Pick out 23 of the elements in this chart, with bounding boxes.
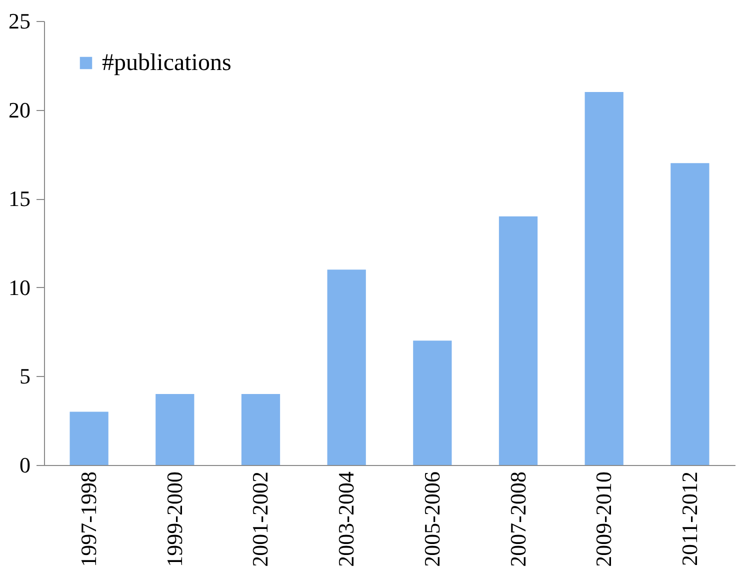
bar (498, 216, 538, 465)
bar (584, 92, 624, 465)
y-tick-label: 20 (8, 97, 30, 122)
y-tick-label: 10 (8, 274, 30, 300)
y-tick-label: 5 (20, 364, 30, 389)
x-tick-label: 2011-2012 (676, 472, 702, 566)
bar (670, 163, 710, 465)
x-tick-label: 2003-2004 (334, 472, 359, 567)
bar (70, 412, 108, 465)
bar (241, 394, 280, 465)
y-tick-label: 15 (8, 186, 30, 212)
legend-label: #publications (102, 50, 232, 76)
x-tick-label: 1999-2000 (162, 472, 187, 567)
y-tick-label: 25 (8, 8, 30, 34)
x-tick-label: 2001-2002 (248, 472, 273, 567)
bar (327, 270, 366, 465)
x-tick-label: 1997-1998 (76, 472, 102, 567)
x-tick-label: 2005-2006 (419, 472, 444, 567)
x-tick-label: 2007-2008 (505, 472, 530, 567)
bar (156, 394, 194, 465)
bar (413, 340, 452, 465)
y-tick-label: 0 (20, 452, 30, 478)
x-tick-label: 2009-2010 (591, 472, 616, 567)
